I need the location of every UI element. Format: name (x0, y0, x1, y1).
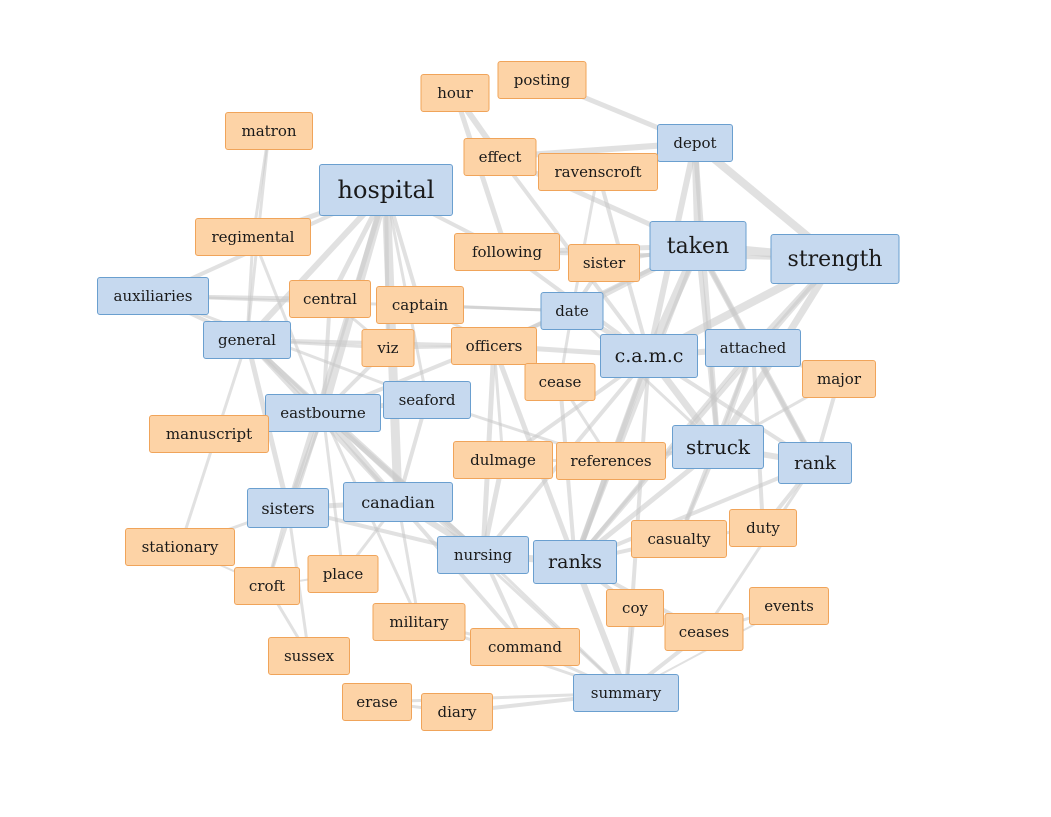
node-date: date (540, 292, 604, 330)
node-general: general (203, 321, 291, 359)
node-duty: duty (729, 509, 797, 547)
edge-canadian-command (396, 500, 527, 649)
node-manuscript: manuscript (149, 415, 269, 453)
node-central: central (289, 280, 371, 318)
edge-canadian-military (396, 500, 421, 624)
node-officers: officers (451, 327, 537, 365)
node-hour: hour (420, 74, 490, 112)
node-following: following (454, 233, 560, 271)
node-camc: c.a.m.c (600, 334, 698, 378)
node-effect: effect (463, 138, 537, 176)
node-erase: erase (342, 683, 412, 721)
node-references: references (556, 442, 666, 480)
node-posting: posting (497, 61, 587, 99)
node-canadian: canadian (343, 482, 453, 522)
node-matron: matron (225, 112, 313, 150)
node-depot: depot (657, 124, 733, 162)
node-taken: taken (649, 221, 747, 271)
edge-rank-ceases (702, 461, 817, 634)
node-cease: cease (524, 363, 596, 401)
node-sisters: sisters (247, 488, 329, 528)
edge-eastbourne-place (321, 411, 345, 576)
node-command: command (470, 628, 580, 666)
node-eastbourne: eastbourne (265, 394, 381, 432)
node-struck: struck (672, 425, 764, 469)
node-summary: summary (573, 674, 679, 712)
node-rank: rank (778, 442, 852, 484)
node-major: major (802, 360, 876, 398)
node-viz: viz (361, 329, 415, 367)
node-stationary: stationary (125, 528, 235, 566)
node-nursing: nursing (437, 536, 529, 574)
node-ceases: ceases (664, 613, 744, 651)
edge-nursing-summary (481, 553, 628, 695)
node-casualty: casualty (631, 520, 727, 558)
node-events: events (749, 587, 829, 625)
node-coy: coy (606, 589, 664, 627)
node-ravenscroft: ravenscroft (538, 153, 658, 191)
node-dulmage: dulmage (453, 441, 553, 479)
node-captain: captain (376, 286, 464, 324)
node-auxiliaries: auxiliaries (97, 277, 209, 315)
node-strength: strength (770, 234, 900, 284)
node-regimental: regimental (195, 218, 311, 256)
node-ranks: ranks (533, 540, 617, 584)
node-diary: diary (421, 693, 493, 731)
node-military: military (372, 603, 466, 641)
node-hospital: hospital (319, 164, 453, 216)
edge-ravenscroft-date (570, 170, 600, 313)
node-croft: croft (234, 567, 300, 605)
edge-date-struck (570, 309, 720, 449)
node-seaford: seaford (383, 381, 471, 419)
edge-hospital-sisters (285, 187, 389, 511)
node-attached: attached (705, 329, 801, 367)
node-sussex: sussex (268, 637, 350, 675)
node-sister: sister (568, 244, 640, 282)
node-place: place (307, 555, 379, 593)
